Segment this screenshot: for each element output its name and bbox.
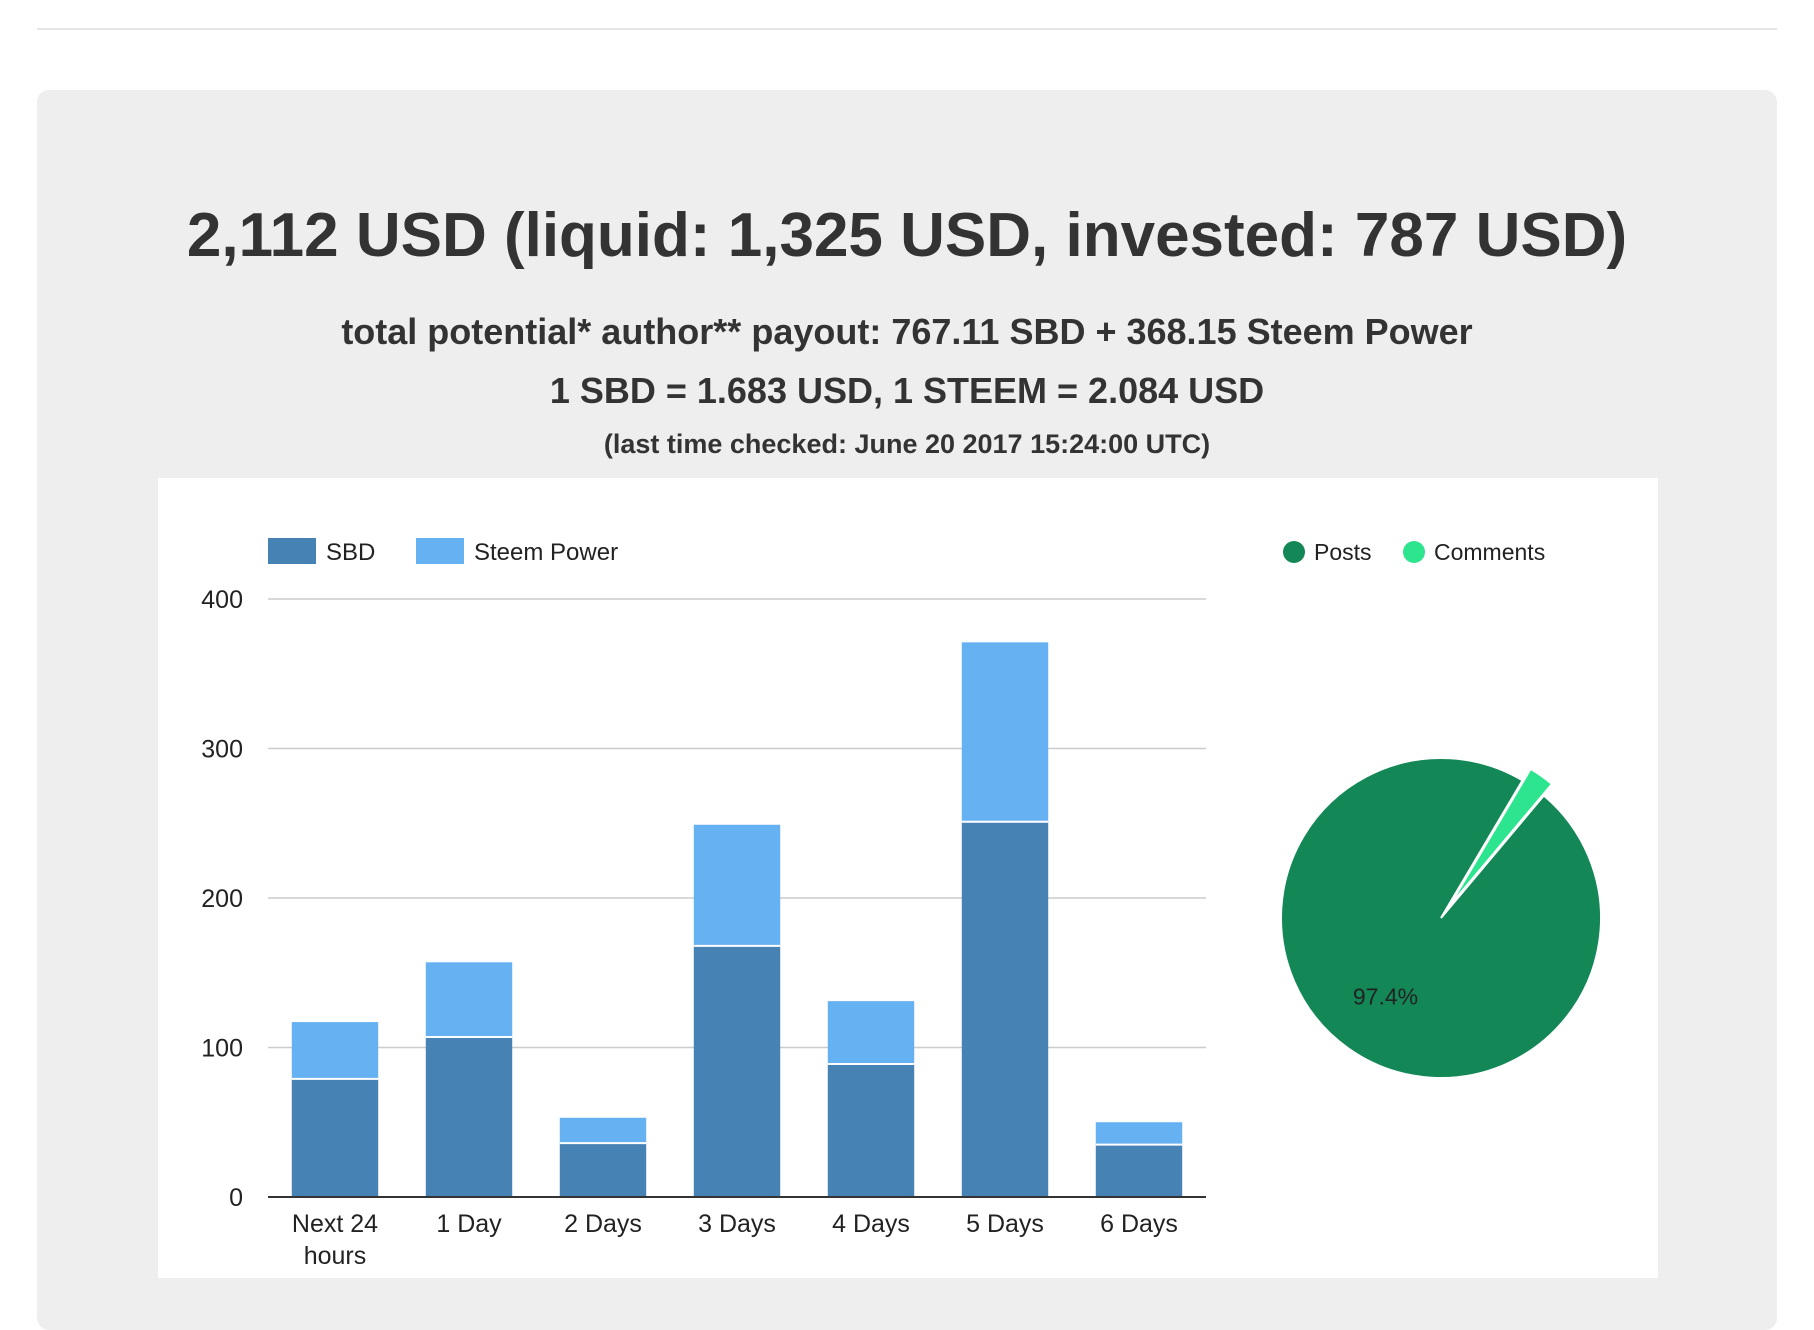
x-tick-label: 2 Days [564, 1210, 642, 1238]
x-tick-label: Next 24 hours [292, 1210, 378, 1270]
bar-sbd[interactable] [425, 1037, 513, 1197]
chart-card: 0 100 200 300 400 Next 24 hours 1 Day 2 Days 3 Da… [158, 478, 1658, 1278]
bar-sbd[interactable] [559, 1143, 647, 1197]
pie-slice-posts[interactable] [1280, 757, 1602, 1080]
bar-sbd[interactable] [827, 1063, 915, 1197]
legend-marker-comments [1403, 541, 1425, 563]
legend-label-posts: Posts [1314, 539, 1372, 565]
legend-marker-posts [1283, 541, 1305, 563]
x-tick-label: 5 Days [966, 1210, 1044, 1238]
legend-swatch-sbd [268, 538, 316, 564]
total-value-headline: 2,112 USD (liquid: 1,325 USD, invested: … [186, 201, 1628, 270]
y-tick-label: 400 [201, 586, 243, 614]
bar-steem-power[interactable] [291, 1022, 379, 1079]
charts-svg: 0 100 200 300 400 Next 24 hours 1 Day 2 Days 3 Da… [201, 538, 1602, 1270]
legend-label-steem-power: Steem Power [474, 539, 618, 566]
bar-steem-power[interactable] [559, 1117, 647, 1144]
pie-percentage-label: 97.4% [1353, 983, 1418, 1009]
pie-slice-comments[interactable] [1448, 767, 1554, 908]
bar-sbd[interactable] [291, 1078, 379, 1197]
bar-steem-power[interactable] [1095, 1122, 1183, 1145]
bar-steem-power[interactable] [693, 824, 781, 946]
exchange-rates: 1 SBD = 1.683 USD, 1 STEEM = 2.084 USD [549, 370, 1265, 411]
y-tick-label: 0 [229, 1184, 243, 1212]
y-tick-label: 200 [201, 885, 243, 913]
legend-label-comments: Comments [1434, 539, 1545, 565]
x-tick-label: 1 Day [436, 1210, 502, 1238]
x-tick-label: 4 Days [832, 1210, 910, 1238]
payout-summary: total potential* author** payout: 767.11… [341, 311, 1473, 352]
bar-sbd[interactable] [961, 821, 1049, 1197]
y-tick-label: 100 [201, 1035, 243, 1063]
last-checked-timestamp: (last time checked: June 20 2017 15:24:0… [603, 429, 1211, 459]
x-tick-label: 6 Days [1100, 1210, 1178, 1238]
legend-label-sbd: SBD [326, 539, 375, 566]
bar-steem-power[interactable] [961, 642, 1049, 822]
bar-steem-power[interactable] [827, 1001, 915, 1064]
y-tick-label: 300 [201, 736, 243, 764]
x-tick-label: 3 Days [698, 1210, 776, 1238]
bar-steem-power[interactable] [425, 962, 513, 1038]
top-divider [37, 28, 1777, 30]
legend-swatch-steem-power [416, 538, 464, 564]
bar-sbd[interactable] [693, 945, 781, 1197]
bar-sbd[interactable] [1095, 1144, 1183, 1197]
